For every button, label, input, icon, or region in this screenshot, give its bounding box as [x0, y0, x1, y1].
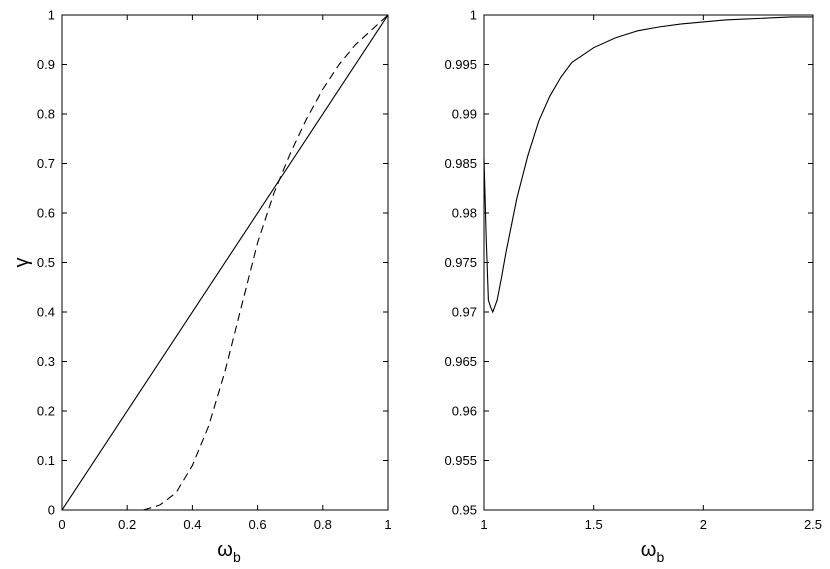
x-tick-label: 0.2: [118, 517, 136, 532]
x-axis-label: ω: [217, 539, 233, 561]
y-tick-label: 0.2: [37, 404, 55, 419]
y-tick-label: 0.955: [444, 453, 477, 468]
x-axis-label-subscript: b: [233, 549, 241, 565]
y-tick-label: 0.97: [452, 305, 477, 320]
x-tick-label: 0: [58, 517, 65, 532]
y-tick-label: 0.95: [452, 503, 477, 518]
y-tick-label: 0.1: [37, 453, 55, 468]
x-tick-label: 2: [700, 517, 707, 532]
y-tick-label: 0.975: [444, 255, 477, 270]
x-tick-label: 1.5: [585, 517, 603, 532]
y-tick-label: 0.9: [37, 57, 55, 72]
y-tick-label: 0.5: [37, 255, 55, 270]
y-tick-label: 0.7: [37, 156, 55, 171]
y-tick-label: 0.965: [444, 354, 477, 369]
series-line-solid: [483, 16, 813, 314]
x-axis-label-subscript: b: [657, 549, 665, 565]
y-tick-label: 0.4: [37, 305, 55, 320]
y-tick-label: 1: [470, 8, 477, 23]
series-line-dashed: [143, 14, 389, 511]
y-axis-label: γ: [11, 258, 33, 268]
x-tick-label: 2.5: [804, 517, 822, 532]
y-tick-label: 0.985: [444, 156, 477, 171]
right-panel: 1 1.5 2 2.5 0.95 0.955 0.96 0.965 0.97 0.975 0.98 0…: [444, 8, 822, 566]
y-tick-label: 0.995: [444, 57, 477, 72]
y-tick-label: 0.6: [37, 206, 55, 221]
left-panel: 0 0.2 0.4 0.6 0.8 1 0 0.1 0.2 0.3 0.4 0.5 0.6 0.7 0.8 0…: [11, 8, 392, 566]
y-tick-label: 1: [48, 8, 55, 23]
x-tick-label: 0.8: [314, 517, 332, 532]
x-tick-label: 0.4: [183, 517, 201, 532]
y-tick-label: 0.3: [37, 354, 55, 369]
x-tick-label: 1: [480, 517, 487, 532]
y-tick-label: 0.8: [37, 107, 55, 122]
y-tick-label: 0.98: [452, 206, 477, 221]
axes-frame: [483, 14, 814, 511]
x-tick-label: 1: [384, 517, 391, 532]
x-tick-label: 0.6: [249, 517, 267, 532]
x-axis-label: ω: [641, 539, 657, 561]
series-line-solid: [61, 14, 389, 511]
y-tick-label: 0.96: [452, 404, 477, 419]
y-tick-label: 0: [48, 503, 55, 518]
y-tick-label: 0.99: [452, 107, 477, 122]
